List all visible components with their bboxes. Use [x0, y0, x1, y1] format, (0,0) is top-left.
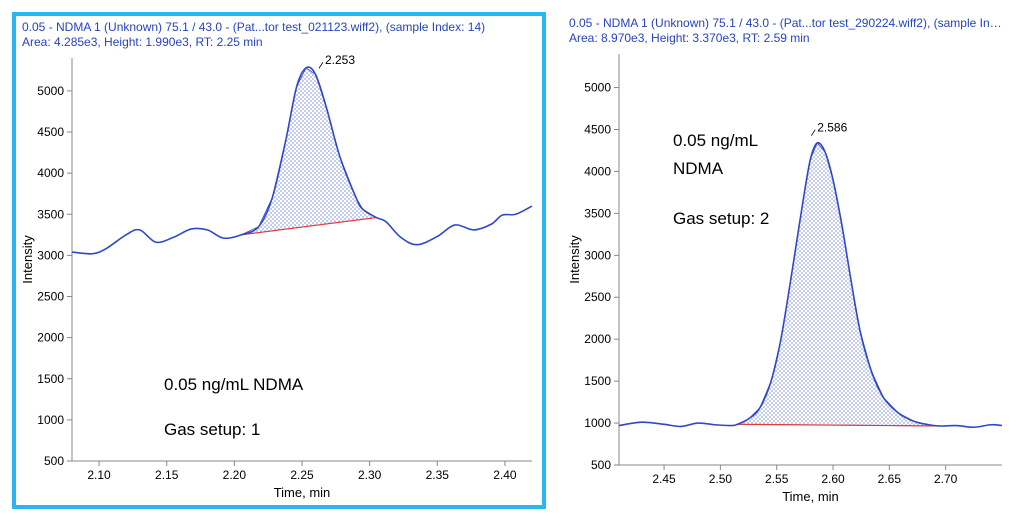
chart-panel-left: 0.05 - NDMA 1 (Unknown) 75.1 / 43.0 - (P…	[12, 12, 546, 509]
svg-text:1500: 1500	[584, 374, 611, 388]
chart-annotation: NDMA	[673, 156, 723, 182]
svg-text:Intensity: Intensity	[567, 235, 582, 284]
svg-text:1000: 1000	[37, 413, 64, 427]
chart-panel-right: 0.05 - NDMA 1 (Unknown) 75.1 / 43.0 - (P…	[563, 12, 1012, 509]
svg-text:2.25: 2.25	[290, 468, 314, 482]
chart-annotation: Gas setup: 1	[164, 417, 260, 443]
svg-text:2.35: 2.35	[426, 468, 450, 482]
svg-text:2.45: 2.45	[652, 472, 676, 486]
svg-text:Time, min: Time, min	[782, 489, 839, 504]
svg-text:2.40: 2.40	[493, 468, 517, 482]
meta-line: 0.05 - NDMA 1 (Unknown) 75.1 / 43.0 - (P…	[569, 16, 1006, 31]
svg-text:4500: 4500	[584, 122, 611, 136]
svg-text:3500: 3500	[37, 207, 64, 221]
svg-text:2.65: 2.65	[878, 472, 902, 486]
svg-text:2.70: 2.70	[934, 472, 958, 486]
chart-meta: 0.05 - NDMA 1 (Unknown) 75.1 / 43.0 - (P…	[16, 16, 542, 50]
svg-text:3000: 3000	[37, 248, 64, 262]
chart-annotation: Gas setup: 2	[673, 206, 769, 232]
svg-text:Intensity: Intensity	[20, 235, 35, 284]
meta-line: Area: 4.285e3, Height: 1.990e3, RT: 2.25…	[22, 35, 536, 50]
svg-text:5000: 5000	[584, 81, 611, 95]
chart-meta: 0.05 - NDMA 1 (Unknown) 75.1 / 43.0 - (P…	[563, 12, 1012, 46]
svg-text:1500: 1500	[37, 372, 64, 386]
svg-text:3000: 3000	[584, 248, 611, 262]
plot-area: 500 1000 1500 2000 2500 3000 3500 4000 4500 5000 2…	[16, 50, 542, 503]
svg-text:4000: 4000	[37, 166, 64, 180]
svg-text:2.50: 2.50	[709, 472, 733, 486]
svg-text:2.253: 2.253	[325, 53, 355, 67]
svg-text:2.20: 2.20	[223, 468, 247, 482]
svg-text:2.10: 2.10	[87, 468, 111, 482]
svg-text:2.15: 2.15	[155, 468, 179, 482]
svg-text:2000: 2000	[584, 332, 611, 346]
svg-text:2500: 2500	[37, 290, 64, 304]
svg-text:2.30: 2.30	[358, 468, 382, 482]
svg-text:5000: 5000	[37, 84, 64, 98]
svg-text:Time, min: Time, min	[274, 485, 331, 500]
plot-area: 500 1000 1500 2000 2500 3000 3500 4000 4500 5000 2…	[563, 46, 1012, 507]
svg-text:500: 500	[591, 458, 611, 472]
chart-annotation: 0.05 ng/mL NDMA	[164, 372, 303, 398]
chart-annotation: 0.05 ng/mL	[673, 128, 758, 154]
svg-text:3500: 3500	[584, 206, 611, 220]
svg-text:1000: 1000	[584, 416, 611, 430]
svg-text:4000: 4000	[584, 164, 611, 178]
svg-text:4500: 4500	[37, 125, 64, 139]
svg-text:2500: 2500	[584, 290, 611, 304]
svg-text:500: 500	[44, 454, 64, 468]
meta-line: Area: 8.970e3, Height: 3.370e3, RT: 2.59…	[569, 31, 1006, 46]
svg-text:2.586: 2.586	[817, 121, 847, 135]
meta-line: 0.05 - NDMA 1 (Unknown) 75.1 / 43.0 - (P…	[22, 20, 536, 35]
svg-text:2.60: 2.60	[821, 472, 845, 486]
svg-text:2000: 2000	[37, 331, 64, 345]
svg-text:2.55: 2.55	[765, 472, 789, 486]
